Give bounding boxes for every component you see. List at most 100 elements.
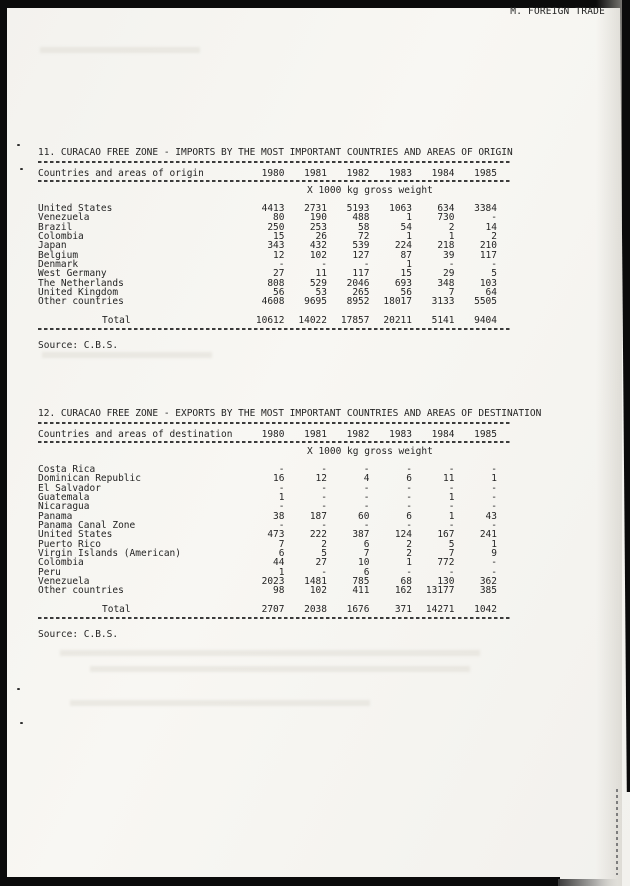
value-cell: 102 <box>309 585 327 597</box>
value-cell: 102 <box>309 249 327 261</box>
value-cell: 15 <box>273 231 285 243</box>
year-column-header: 1981 <box>304 167 327 179</box>
table-row: Venezuela 2023 1481 785 68 130 362 <box>38 576 512 588</box>
value-cell: 18017 <box>383 296 412 308</box>
table-row: Panama Canal Zone - - - - - - <box>38 520 512 532</box>
value-cell: 4608 <box>261 296 285 308</box>
value-cell: 224 <box>394 240 412 252</box>
value-cell: 411 <box>352 585 370 597</box>
value-cell: 2 <box>406 548 412 560</box>
table-row: El Salvador - - - - - - <box>38 482 512 494</box>
imports-table-section: 11. CURACAO FREE ZONE - IMPORTS BY THE M… <box>38 147 513 351</box>
year-column-header: 1982 <box>346 428 370 440</box>
bleed-through <box>60 650 480 656</box>
value-cell: 6 <box>363 566 370 578</box>
total-value-cell: 1042 <box>474 604 497 616</box>
value-cell: 539 <box>352 240 370 252</box>
value-cell: - <box>278 464 285 475</box>
value-cell: 72 <box>358 231 370 243</box>
value-cell: 5193 <box>346 203 370 214</box>
country-label: Guatemala <box>38 492 90 504</box>
value-cell: 167 <box>437 529 455 541</box>
table-row: Belgium 12 102 127 87 39 117 <box>38 249 512 261</box>
value-cell: - <box>406 464 412 475</box>
value-cell: 5 <box>448 538 455 550</box>
table-row: Peru 1 - 6 - - - <box>38 566 512 578</box>
value-cell: - <box>491 259 497 271</box>
country-label: Colombia <box>38 557 84 569</box>
value-cell: 1 <box>491 538 497 550</box>
table-row: The Netherlands 808 529 2046 693 348 103 <box>38 277 512 289</box>
total-value-cell: 371 <box>394 604 412 616</box>
value-cell: - <box>448 566 455 578</box>
year-column-header: 1983 <box>389 167 412 179</box>
scan-edge-bottom-fade <box>558 879 618 886</box>
perforation-marks <box>616 789 618 875</box>
table-row: United States 4413 2731 5193 1063 634 33… <box>38 203 512 214</box>
value-cell: - <box>491 482 497 494</box>
value-cell: 387 <box>352 529 370 541</box>
value-cell: - <box>278 501 285 513</box>
value-cell: 98 <box>273 585 285 597</box>
value-cell: - <box>406 492 412 504</box>
value-cell: 7 <box>448 287 455 299</box>
total-value-cell: 9404 <box>474 315 497 327</box>
value-cell: 693 <box>394 277 412 289</box>
country-label: Venezuela <box>38 576 90 588</box>
value-cell: 1 <box>278 566 285 578</box>
value-cell: - <box>321 259 327 271</box>
value-cell: - <box>448 520 455 532</box>
value-cell: - <box>321 520 327 532</box>
country-label: Virgin Islands (American) <box>38 548 181 560</box>
value-cell: 58 <box>358 221 370 233</box>
table-row: Brazil 250 253 58 54 2 14 <box>38 221 512 233</box>
scan-edge-bottom <box>0 877 560 886</box>
value-cell: - <box>321 501 327 513</box>
value-cell: 43 <box>485 510 497 522</box>
dashed-divider <box>38 327 512 330</box>
value-cell: 1 <box>406 212 412 224</box>
value-cell: 250 <box>267 221 285 233</box>
value-cell: 2 <box>448 221 455 233</box>
value-cell: 80 <box>273 212 285 224</box>
value-cell: 38 <box>273 510 285 522</box>
value-cell: 60 <box>358 510 370 522</box>
ink-speck <box>17 688 20 690</box>
imports-table: Countries and areas of origin 1980 1981 … <box>38 165 512 326</box>
year-column-header: 1985 <box>474 428 497 440</box>
dashed-divider <box>38 616 512 619</box>
dashed-divider <box>38 161 512 163</box>
value-cell: 1 <box>406 231 412 243</box>
value-cell: 241 <box>479 529 497 541</box>
value-cell: 5 <box>491 268 497 280</box>
total-label: Total <box>102 315 131 327</box>
value-cell: 808 <box>267 277 285 289</box>
value-cell: 5 <box>321 548 327 560</box>
total-row: Total 2707 2038 1676 371 14271 1042 <box>38 605 512 615</box>
country-label: Peru <box>38 566 61 578</box>
dashed-divider <box>38 441 512 443</box>
country-label: El Salvador <box>38 482 101 494</box>
value-cell: 6 <box>363 538 370 550</box>
value-cell: - <box>363 259 370 271</box>
country-label: Dominican Republic <box>38 473 141 485</box>
value-cell: 27 <box>273 268 285 280</box>
total-value-cell: 5141 <box>431 315 455 327</box>
value-cell: - <box>278 482 285 494</box>
table-row: United Kingdom 56 53 265 56 7 64 <box>38 287 512 299</box>
scan-edge-right <box>620 0 630 792</box>
value-cell: 1481 <box>304 576 327 588</box>
value-cell: 44 <box>273 557 285 569</box>
country-label: Other countries <box>38 296 124 308</box>
value-cell: 1063 <box>389 203 412 214</box>
value-cell: - <box>491 464 497 475</box>
column-header-countries: Countries and areas of origin <box>38 167 204 179</box>
value-cell: 7 <box>363 548 370 560</box>
source-note: Source: C.B.S. <box>38 339 119 351</box>
country-label: United Kingdom <box>38 287 119 299</box>
table-row: West Germany 27 11 117 15 29 5 <box>38 268 512 280</box>
value-cell: 54 <box>400 221 412 233</box>
exports-table: Countries and areas of destination 1980 … <box>38 426 512 615</box>
total-value-cell: 1676 <box>346 604 370 616</box>
